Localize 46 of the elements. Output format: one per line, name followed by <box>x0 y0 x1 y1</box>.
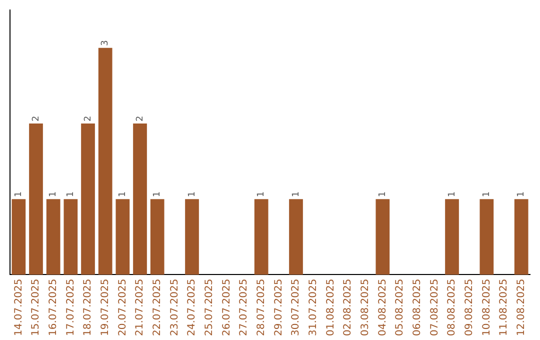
x-tick-label: 14.07.2025 <box>13 278 24 336</box>
data-label: 1 <box>187 191 198 198</box>
x-tick-label: 16.07.2025 <box>48 278 59 336</box>
x-tick-label: 21.07.2025 <box>134 278 146 336</box>
x-tick-label: 01.08.2025 <box>325 278 336 336</box>
data-label: 1 <box>256 191 267 198</box>
x-tick-label: 03.08.2025 <box>360 278 371 336</box>
x-tick-label: 11.08.2025 <box>498 278 510 336</box>
x-tick-label: 31.07.2025 <box>308 278 319 336</box>
data-label: 1 <box>291 191 302 198</box>
data-label: 1 <box>66 191 76 198</box>
x-tick-label: 30.07.2025 <box>290 278 302 336</box>
data-label: 1 <box>378 191 388 198</box>
x-tick-label: 02.08.2025 <box>342 278 354 336</box>
x-tick-label: 07.08.2025 <box>429 278 440 336</box>
data-label: 1 <box>14 191 24 198</box>
data-label: 1 <box>152 191 163 198</box>
x-tick-label: 08.08.2025 <box>446 278 458 336</box>
x-tick-label: 17.07.2025 <box>65 278 76 336</box>
x-tick-label: 06.08.2025 <box>412 278 423 336</box>
x-tick-label: 27.07.2025 <box>238 278 250 336</box>
x-tick-label: 04.08.2025 <box>377 278 388 336</box>
data-label: 3 <box>100 40 111 46</box>
x-tick-label: 10.08.2025 <box>481 278 492 336</box>
x-tick-label: 23.07.2025 <box>169 278 180 336</box>
x-tick-label: 12.08.2025 <box>516 278 527 336</box>
x-tick-label: 05.08.2025 <box>394 278 406 336</box>
data-label: 1 <box>48 191 59 198</box>
x-tick-label: 24.07.2025 <box>186 278 198 336</box>
x-tick-label: 19.07.2025 <box>100 278 111 336</box>
data-label: 1 <box>447 191 458 198</box>
x-tick-label: 22.07.2025 <box>152 278 163 336</box>
x-tick-label: 28.07.2025 <box>256 278 267 336</box>
x-tick-label: 25.07.2025 <box>204 278 215 336</box>
data-label: 2 <box>31 116 42 122</box>
x-tick-label: 20.07.2025 <box>117 278 128 336</box>
data-label: 1 <box>118 191 128 198</box>
x-tick-label: 09.08.2025 <box>464 278 475 336</box>
data-label: 2 <box>135 116 146 122</box>
x-tick-label: 18.07.2025 <box>82 278 94 336</box>
x-tick-label: 29.07.2025 <box>273 278 284 336</box>
data-label: 1 <box>482 191 492 198</box>
data-label: 1 <box>516 191 527 198</box>
x-tick-label: 15.07.2025 <box>30 278 42 336</box>
data-label: 2 <box>83 116 94 122</box>
x-tick-label: 26.07.2025 <box>221 278 232 336</box>
